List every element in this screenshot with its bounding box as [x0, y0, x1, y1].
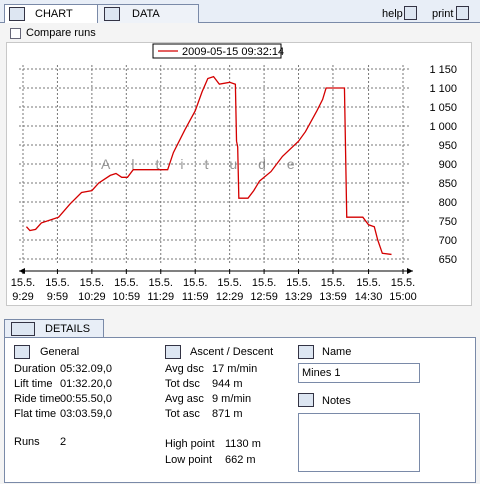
section-title: General: [40, 346, 80, 358]
section-title: Notes: [322, 395, 351, 407]
detail-value: 17 m/min: [212, 363, 258, 375]
notes-icon: [298, 393, 314, 407]
checkbox-label[interactable]: Compare runs: [26, 27, 96, 39]
legend-box: [152, 43, 282, 59]
general-icon: [14, 345, 30, 359]
x-tick-label: 15.5. 10:59: [112, 277, 141, 303]
chart-area: Altitude 650 700 750 800 850 900 950 1 000 1 050 1…: [6, 42, 472, 306]
ascent-icon: [165, 345, 181, 359]
x-tick-label: 15.5. 15:00: [389, 277, 417, 303]
tab-label: DETAILS: [45, 323, 91, 335]
detail-label: High point: [165, 438, 215, 450]
x-tick-label: 15.5. 12:59: [250, 277, 278, 303]
x-tick-label: 15.5. 12:29: [215, 277, 244, 303]
section-title: Name: [322, 346, 352, 358]
y-tick-label: 1 150: [429, 64, 457, 76]
detail-value: 00:55.50,0: [60, 393, 112, 405]
detail-value: 9 m/min: [212, 393, 252, 405]
y-tick-label: 650: [439, 254, 457, 266]
help-icon[interactable]: [404, 6, 417, 20]
details-tab[interactable]: DETAILS: [4, 319, 104, 338]
tab-label: CHART: [35, 8, 73, 20]
detail-value: 662 m: [225, 454, 256, 466]
detail-value: 944 m: [212, 378, 243, 390]
y-tick-label: 850: [439, 178, 457, 190]
detail-label: Runs: [14, 436, 40, 448]
x-tick-label: 15.5. 13:29: [284, 277, 313, 303]
x-tick-label: 15.5. 11:59: [181, 277, 209, 303]
detail-value: 2: [60, 436, 67, 448]
print-icon[interactable]: [456, 6, 469, 20]
y-tick-label: 950: [439, 140, 457, 152]
y-tick-label: 1 000: [429, 121, 457, 133]
detail-value: 1130 m: [225, 438, 261, 450]
checkbox[interactable]: [10, 28, 21, 39]
data-tab[interactable]: DATA: [97, 4, 199, 23]
line: [25, 75, 392, 256]
y-tick-label: 750: [439, 216, 457, 228]
chart: Altitude 650 700 750 800 850 900 950 1 000 1 050 1…: [19, 43, 457, 274]
name-icon: [298, 345, 314, 359]
detail-label: Avg asc: [165, 393, 204, 405]
x-tick-label: 15.5. 9:59: [45, 277, 70, 303]
detail-label: Avg dsc: [165, 363, 204, 375]
y-tick-label: 1 100: [429, 83, 457, 95]
y-tick-label: 900: [439, 159, 457, 171]
detail-label: Ride time: [14, 393, 61, 405]
chart-tab[interactable]: CHART: [4, 4, 98, 23]
chart-icon: [9, 7, 25, 21]
detail-label: Duration: [14, 363, 56, 375]
help-link[interactable]: help: [382, 8, 403, 20]
detail-label: Tot asc: [165, 408, 200, 420]
watermark: Altitude: [101, 156, 316, 172]
y-tick-label: 1 050: [429, 102, 457, 114]
x-tick-label: 15.5. 14:30: [354, 277, 383, 303]
x-tick-label: 15.5. 10:29: [78, 277, 106, 303]
detail-label: Tot dsc: [165, 378, 200, 390]
detail-label: Lift time: [14, 378, 53, 390]
x-tick-label: 15.5. 13:59: [319, 277, 347, 303]
y-tick-label: 800: [439, 197, 457, 209]
details-icon: [11, 322, 35, 336]
data-icon: [104, 7, 120, 21]
detail-label: Flat time: [14, 408, 57, 420]
detail-value: 05:32.09,0: [60, 363, 112, 375]
detail-value: 01:32.20,0: [60, 378, 112, 390]
print-link[interactable]: print: [432, 8, 454, 20]
detail-value: 03:03.59,0: [60, 408, 112, 420]
notes-input[interactable]: [298, 413, 420, 472]
section-title: Ascent / Descent: [190, 346, 274, 358]
detail-label: Low point: [165, 454, 213, 466]
detail-value: 871 m: [212, 408, 243, 420]
name-input[interactable]: Mines 1: [298, 363, 420, 383]
x-tick-label: 15.5. 9:29: [10, 277, 36, 303]
legend-label: 2009-05-15 09:32:14: [182, 46, 284, 58]
name-value: Mines 1: [302, 367, 341, 379]
tab-label: DATA: [132, 8, 160, 20]
x-tick-label: 15.5. 11:29: [147, 277, 175, 303]
y-tick-label: 700: [439, 235, 457, 247]
